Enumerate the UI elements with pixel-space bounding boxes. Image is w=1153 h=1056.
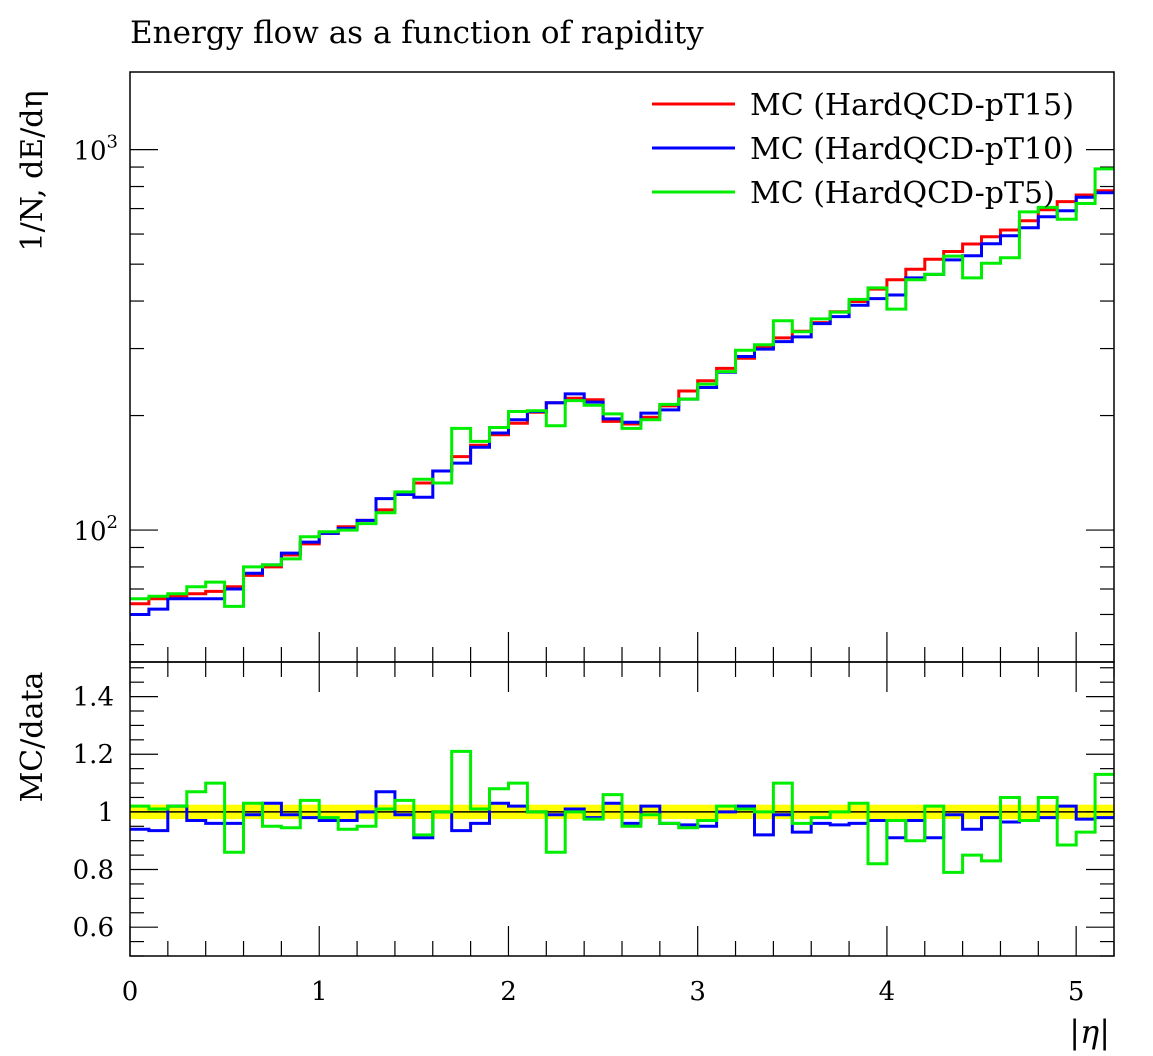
ratio-y-tick-label: 1.2 bbox=[73, 740, 114, 770]
legend-label-1: MC (HardQCD-pT10) bbox=[750, 132, 1074, 167]
x-tick-label: 0 bbox=[122, 977, 139, 1007]
ratio-y-tick-label: 1.4 bbox=[73, 683, 114, 713]
legend-label-0: MC (HardQCD-pT15) bbox=[750, 88, 1074, 123]
legend-label-2: MC (HardQCD-pT5) bbox=[750, 176, 1055, 211]
ratio-histograms bbox=[130, 749, 1114, 874]
main-y-axis-label: 1/N, dE/dη bbox=[15, 91, 50, 252]
x-tick-label: 1 bbox=[311, 977, 328, 1007]
chart-title: Energy flow as a function of rapidity bbox=[130, 15, 704, 51]
main-y-tick-label: 103 bbox=[73, 132, 118, 167]
legend: MC (HardQCD-pT15) MC (HardQCD-pT10) MC (Ha… bbox=[652, 88, 1074, 211]
main-series-line-0 bbox=[130, 189, 1114, 606]
ratio-series-line-1 bbox=[130, 749, 1114, 874]
x-axis-tick-labels: 0 1 2 3 4 5 bbox=[122, 977, 1085, 1007]
main-histograms bbox=[130, 167, 1114, 616]
ratio-y-axis-label: MC/data bbox=[15, 671, 50, 802]
ratio-y-tick-label: 1 bbox=[97, 798, 114, 828]
main-series-line-2 bbox=[130, 167, 1114, 608]
main-x-axis-ticks bbox=[129, 632, 1115, 662]
main-series-line-1 bbox=[130, 191, 1114, 616]
ratio-y-tick-label: 0.8 bbox=[73, 856, 114, 886]
x-axis-label: |η| bbox=[1069, 1013, 1110, 1051]
x-tick-label: 2 bbox=[500, 977, 517, 1007]
ratio-plot-frame bbox=[129, 661, 1115, 957]
main-y-tick-label: 102 bbox=[73, 512, 118, 547]
ratio-plot-panel: 0.6 0.8 1 1.2 1.4 bbox=[73, 661, 1115, 957]
x-tick-label: 5 bbox=[1068, 977, 1085, 1007]
main-y-axis-ticks: 102 103 bbox=[73, 132, 1114, 646]
ratio-x-axis-ticks bbox=[129, 662, 1115, 956]
x-tick-label: 4 bbox=[879, 977, 896, 1007]
ratio-y-tick-label: 0.6 bbox=[73, 913, 114, 943]
x-tick-label: 3 bbox=[689, 977, 706, 1007]
main-plot-panel: 102 103 bbox=[73, 71, 1115, 663]
